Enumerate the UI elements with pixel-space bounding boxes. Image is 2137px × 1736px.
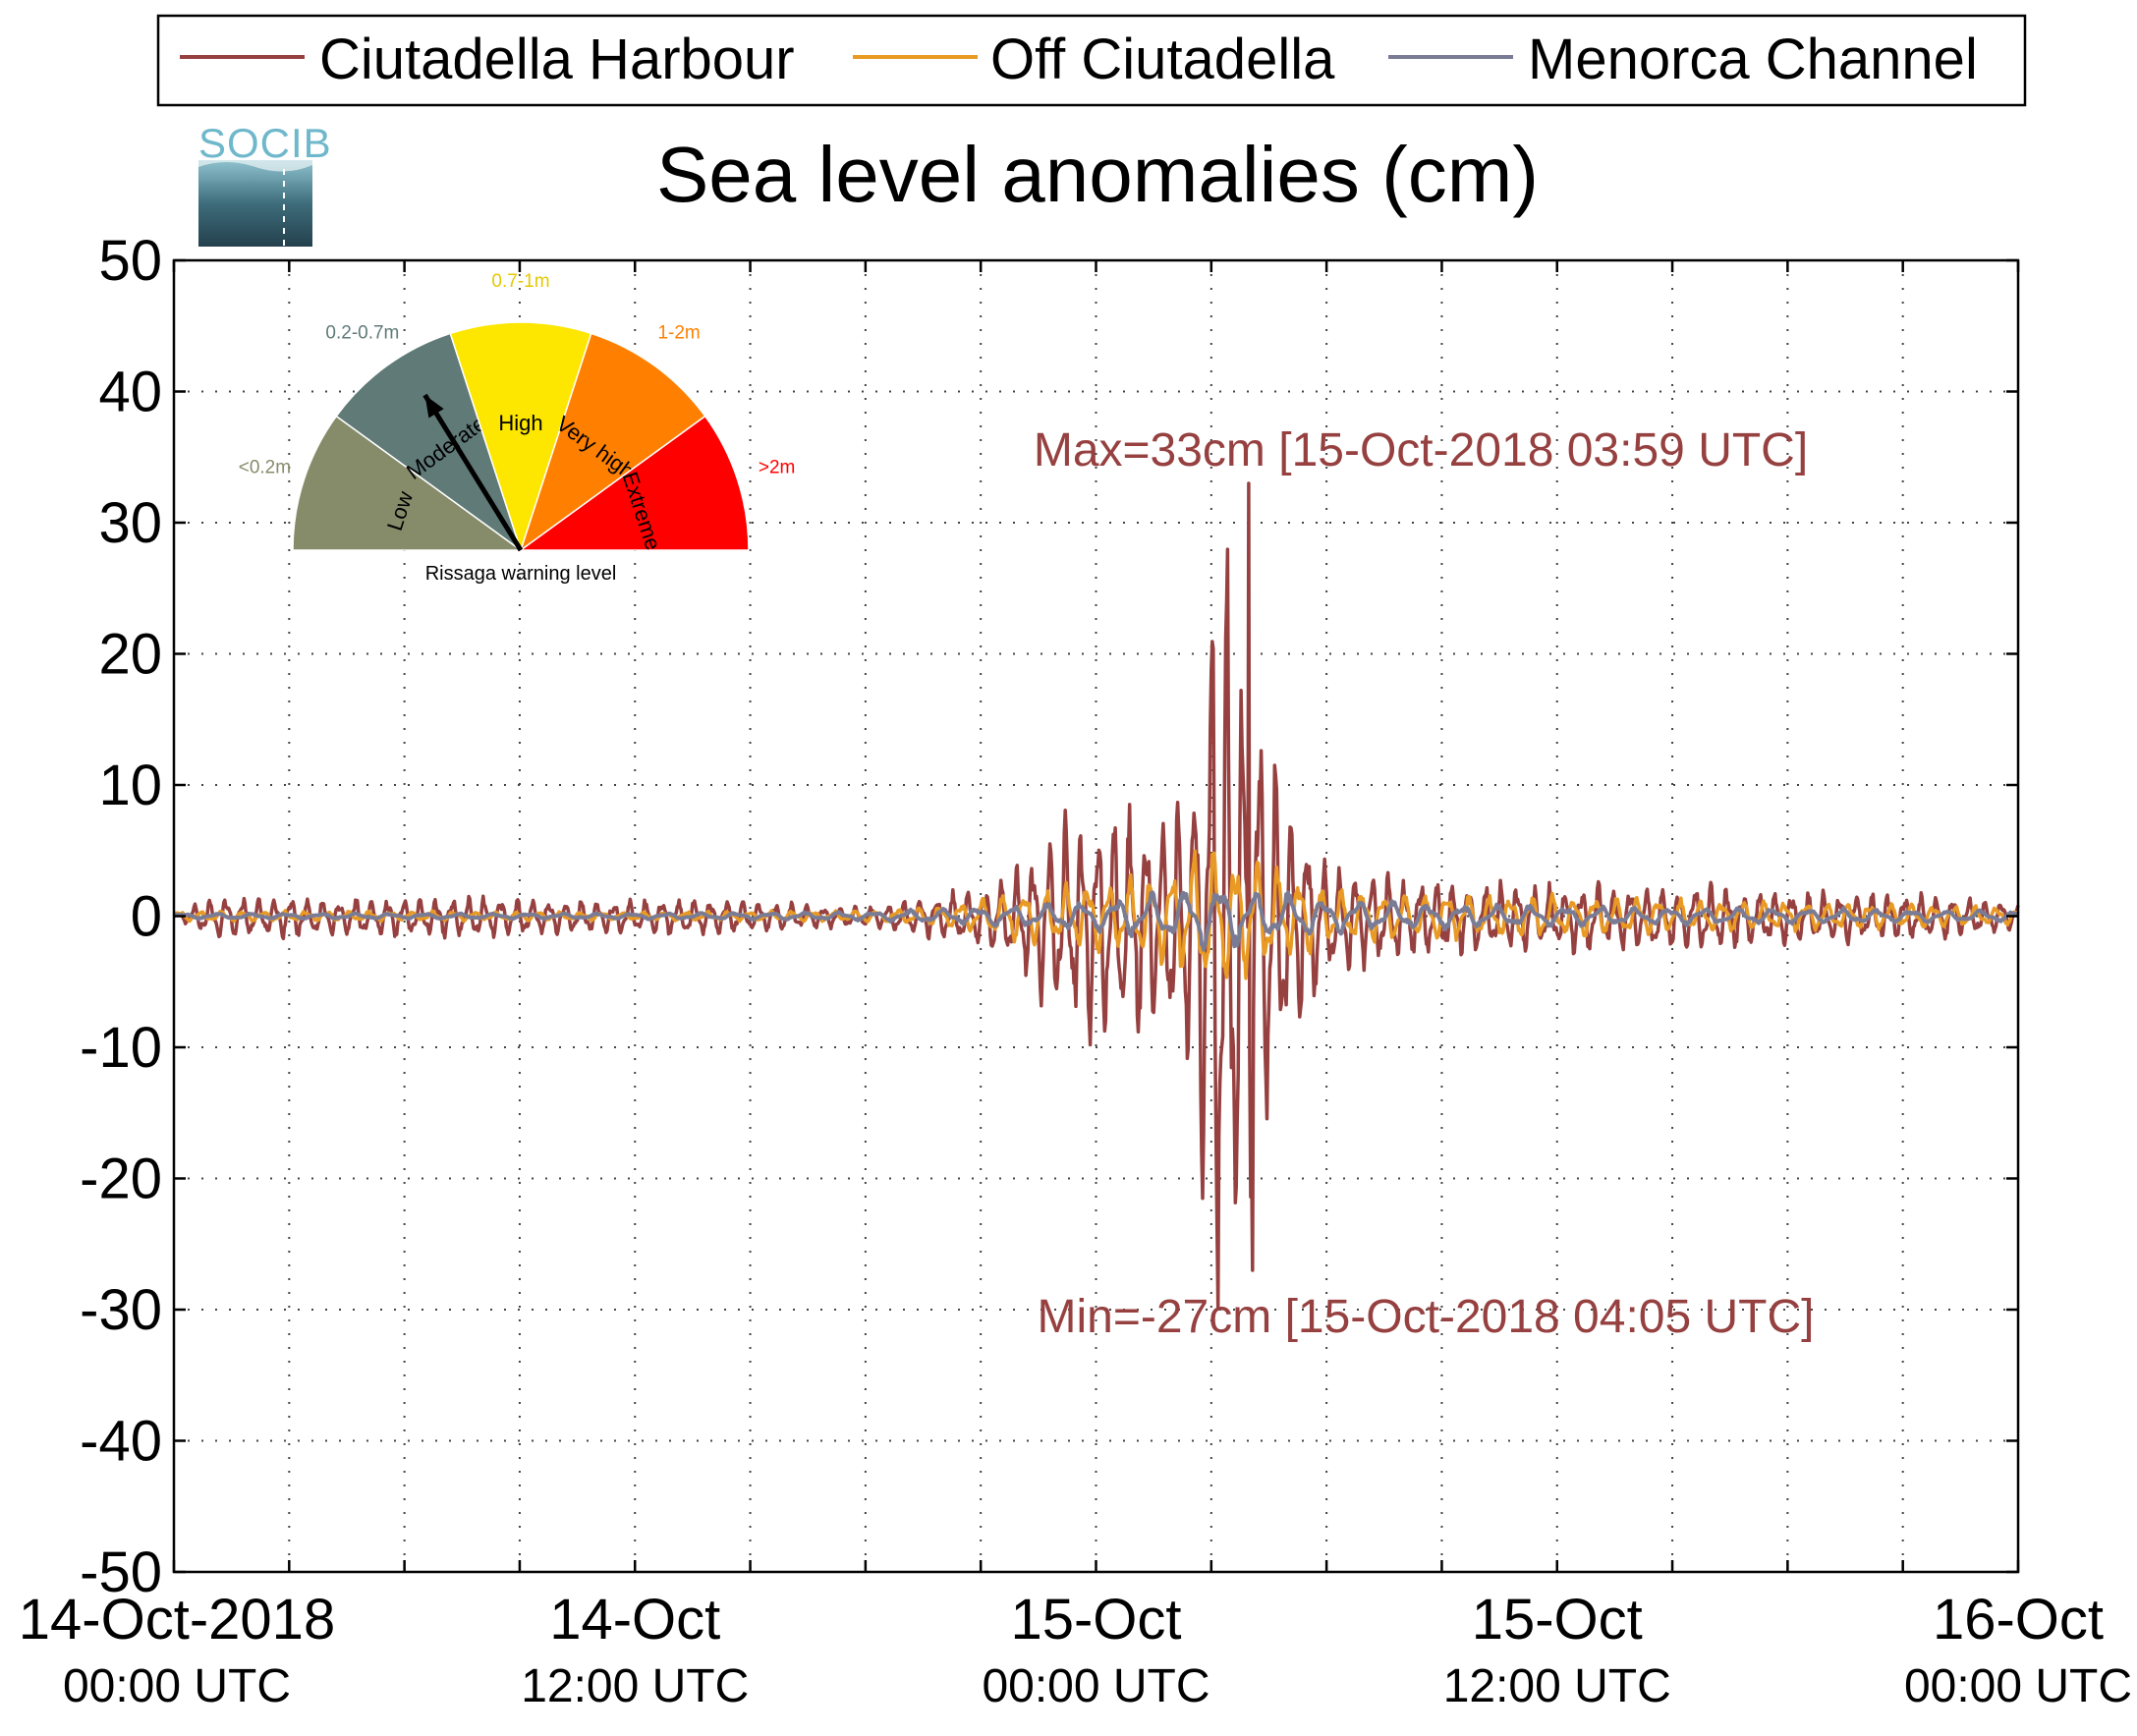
x-tick-label: 15-Oct 00:00 UTC — [982, 1588, 1209, 1712]
x-tick-label: 16-Oct 00:00 UTC — [1904, 1588, 2132, 1712]
gauge-sector-moderate — [335, 332, 523, 552]
series-line-menorca-channel — [172, 890, 2019, 952]
x-tick-date: 15-Oct — [1472, 1588, 1643, 1652]
gauge-range-label: 0.2-0.7m — [325, 322, 399, 343]
gauge-title: Rissaga warning level — [425, 563, 617, 585]
logo-text: SOCIB — [198, 120, 332, 166]
x-tick-time: 00:00 UTC — [63, 1660, 291, 1712]
series-line-ciutadella-harbour — [173, 481, 2020, 1310]
gauge-level-label: High — [498, 411, 542, 435]
legend-label-off: Off Ciutadella — [990, 28, 1335, 91]
gauge-sector-high — [449, 321, 592, 553]
gauge-range-label: 0.7-1m — [491, 271, 549, 292]
x-tick-time: 00:00 UTC — [1904, 1660, 2132, 1712]
axis-ticks — [172, 258, 2020, 1574]
y-tick-label: -30 — [80, 1278, 162, 1342]
gauge-range-label: 1-2m — [657, 322, 700, 343]
logo-mark — [198, 160, 312, 247]
y-tick-label: 0 — [131, 885, 162, 949]
y-tick-label: -40 — [80, 1410, 162, 1474]
chart-title: Sea level anomalies (cm) — [656, 131, 1539, 218]
gauge-range-label: >2m — [759, 457, 796, 477]
y-axis: 50 40 30 20 10 0 -10 -20 -30 -40 -50 — [80, 229, 162, 1604]
legend: Ciutadella Harbour Off Ciutadella Menorc… — [156, 14, 2027, 107]
gauge-sector-low — [292, 415, 524, 551]
x-tick-time: 00:00 UTC — [982, 1660, 1209, 1712]
x-tick-time: 12:00 UTC — [521, 1660, 749, 1712]
x-tick-date: 15-Oct — [1010, 1588, 1181, 1652]
x-tick-label: 14-Oct-2018 00:00 UTC — [19, 1588, 335, 1712]
y-tick-label: 50 — [98, 229, 162, 293]
y-tick-label: -20 — [80, 1148, 162, 1211]
gauge-pointer-arrowhead — [424, 395, 444, 419]
y-tick-label: -10 — [80, 1016, 162, 1080]
series-layer — [172, 481, 2020, 1310]
max-annotation: Max=33cm [15-Oct-2018 03:59 UTC] — [1034, 424, 1808, 476]
gauge-pointer — [422, 393, 524, 552]
x-tick-date: 14-Oct — [549, 1588, 720, 1652]
gauge-sector-very-high — [519, 332, 706, 552]
x-tick-date: 16-Oct — [1933, 1588, 2104, 1652]
socib-logo: SOCIB — [198, 120, 332, 247]
legend-label-harbour: Ciutadella Harbour — [319, 28, 795, 91]
y-tick-label: 10 — [98, 754, 162, 817]
y-tick-label: -50 — [80, 1540, 162, 1604]
x-tick-label: 14-Oct 12:00 UTC — [521, 1588, 749, 1712]
y-tick-label: 40 — [98, 361, 162, 424]
y-tick-label: 20 — [98, 623, 162, 687]
gauge-sector-extreme — [518, 415, 750, 551]
min-annotation: Min=-27cm [15-Oct-2018 04:05 UTC] — [1038, 1291, 1815, 1343]
x-tick-label: 15-Oct 12:00 UTC — [1443, 1588, 1671, 1712]
grid — [174, 260, 2018, 1572]
y-tick-label: 30 — [98, 491, 162, 555]
legend-box — [156, 14, 2027, 107]
x-tick-date: 14-Oct-2018 — [19, 1588, 335, 1652]
gauge-range-label: <0.2m — [239, 457, 291, 477]
x-tick-time: 12:00 UTC — [1443, 1660, 1671, 1712]
legend-label-channel: Menorca Channel — [1528, 28, 1978, 91]
